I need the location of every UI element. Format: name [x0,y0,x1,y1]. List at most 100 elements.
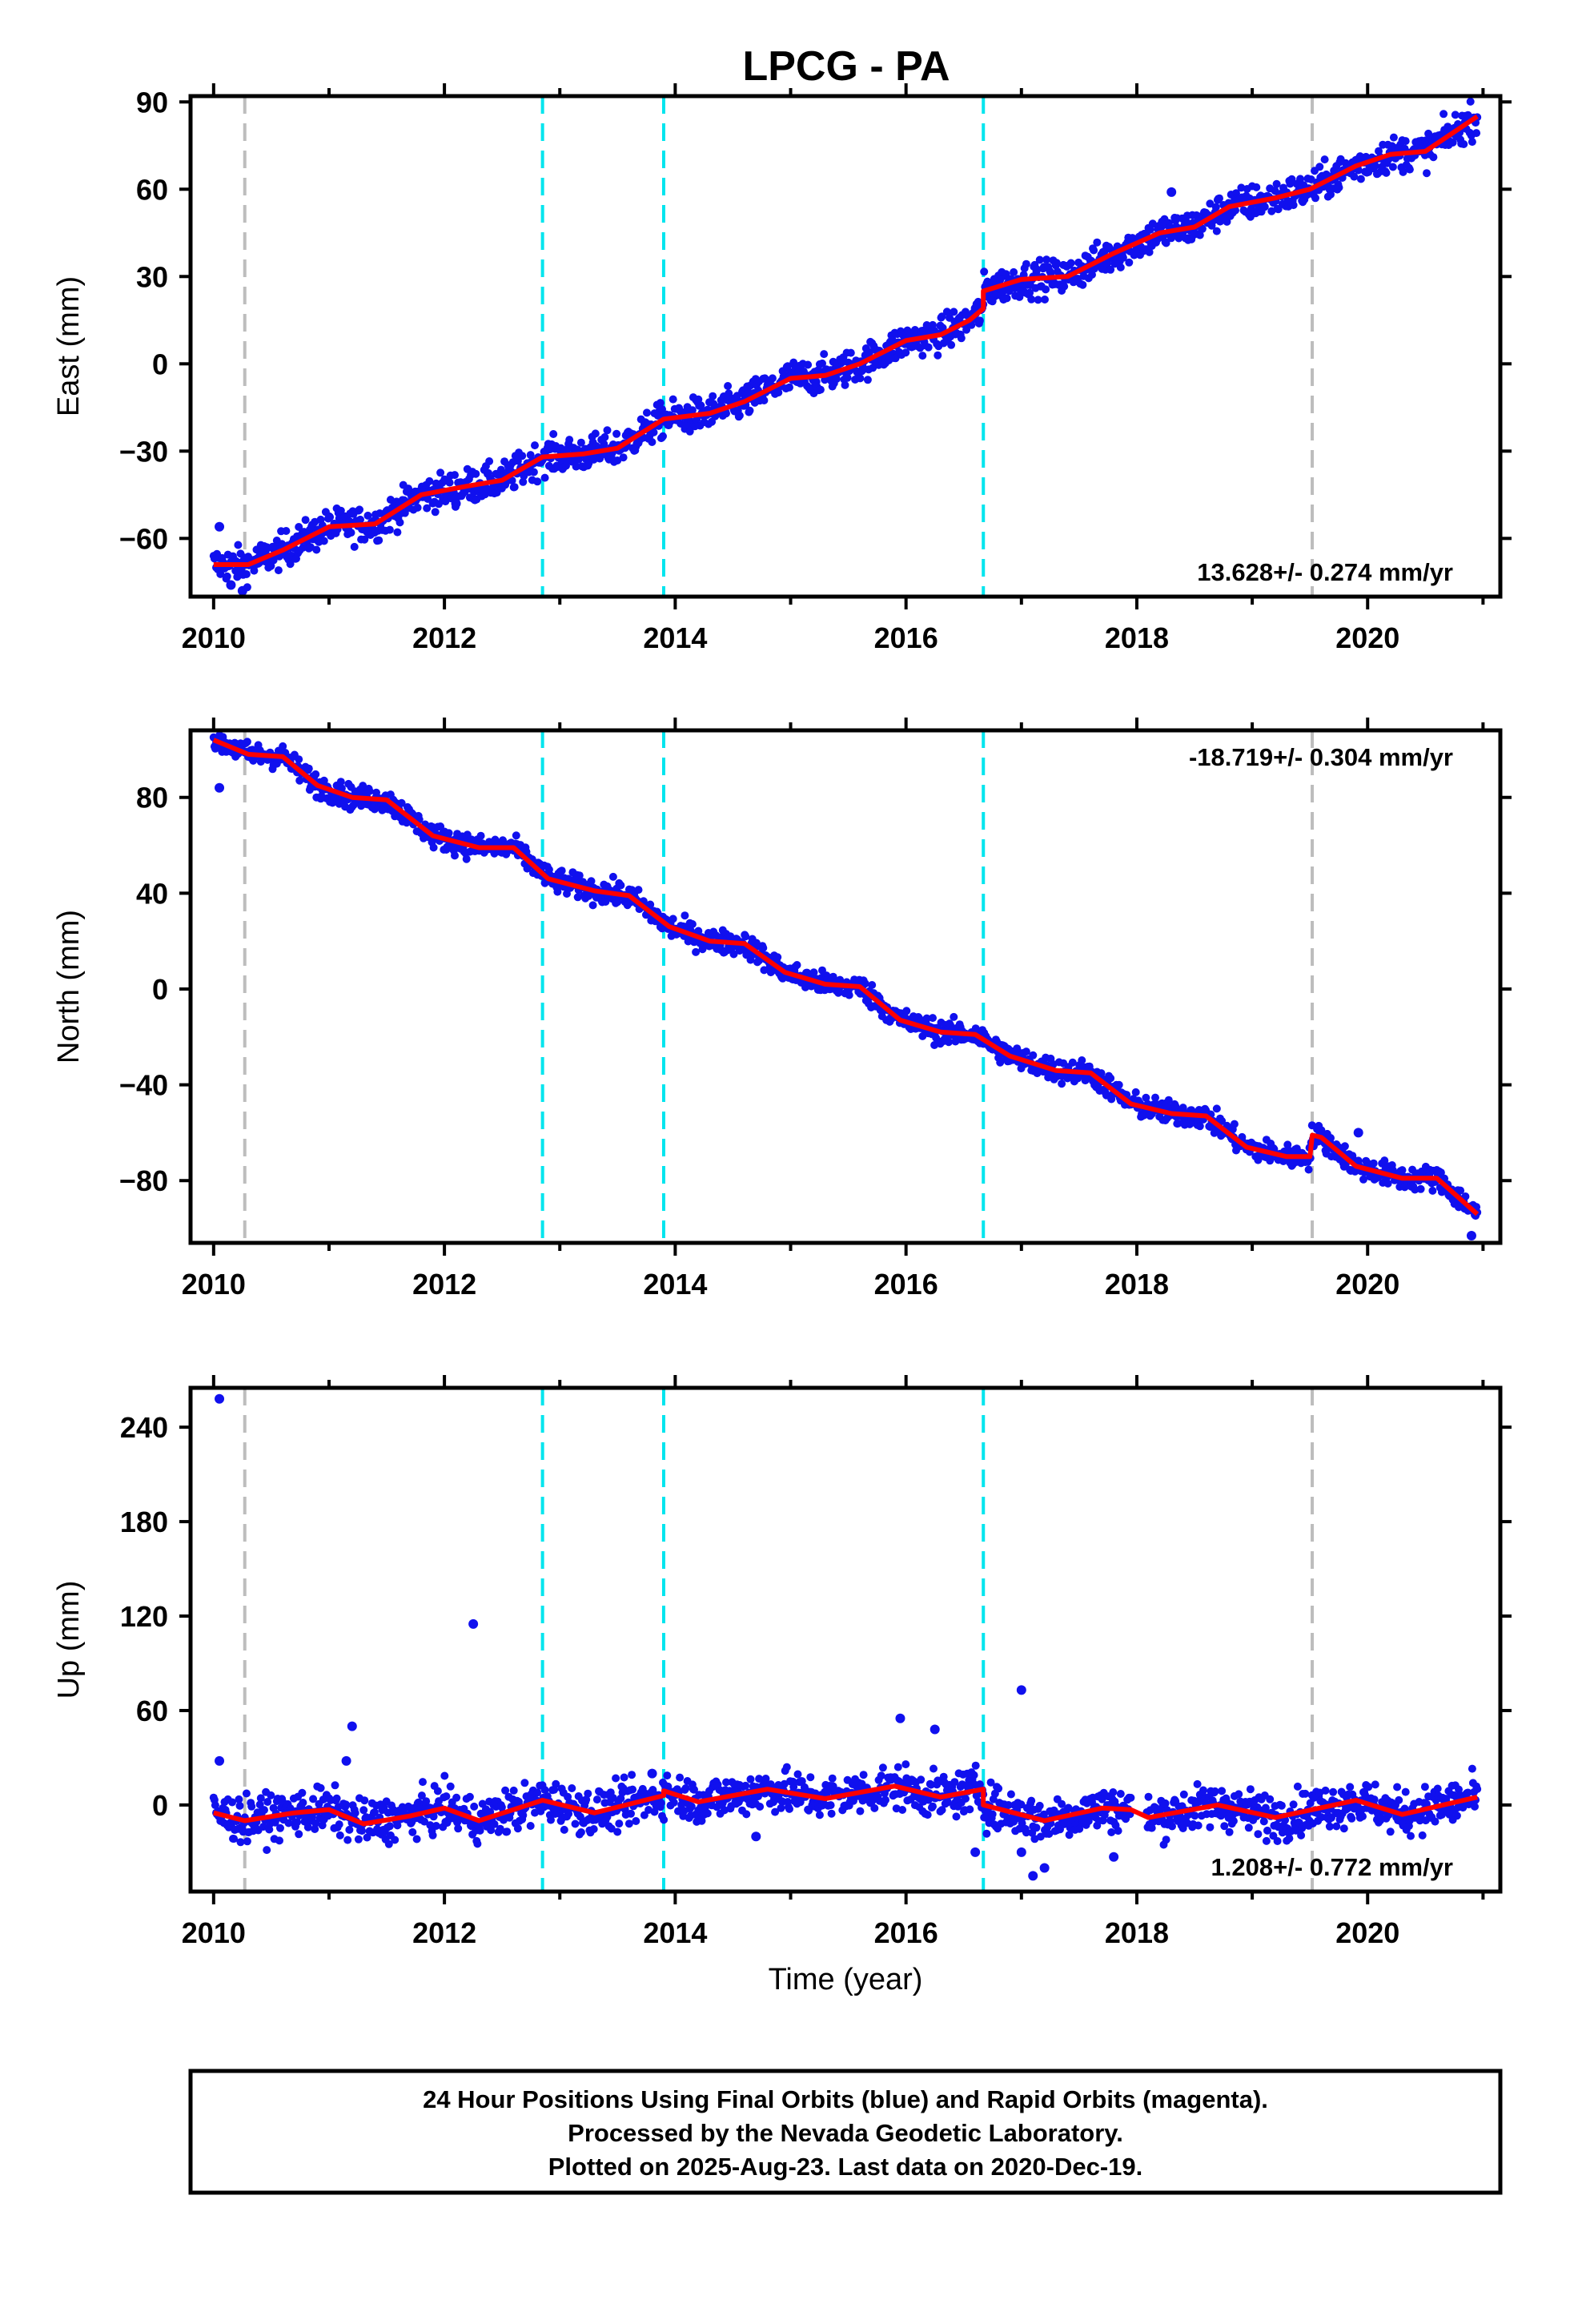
data-point [316,1783,325,1792]
data-point [888,335,897,344]
data-point [1386,1827,1395,1836]
data-point [216,569,225,578]
data-point [560,1825,568,1834]
data-point [501,1786,510,1795]
data-point [1401,137,1410,146]
data-point [1356,175,1365,183]
data-point [295,776,304,785]
data-point [766,1780,775,1789]
data-point [777,1803,785,1812]
data-point [616,881,625,890]
data-point [1230,1120,1239,1128]
data-point [1235,1790,1243,1799]
data-point [422,1797,431,1806]
data-point [945,1038,953,1047]
data-point [1142,1093,1150,1102]
data-point [1320,155,1329,164]
outlier-point [215,782,225,793]
data-point [660,1815,669,1824]
data-point [1174,1119,1182,1128]
data-point [1346,1783,1355,1791]
x-tick-label: 2020 [1335,621,1399,654]
data-point [360,535,369,544]
data-point [966,1805,974,1814]
x-tick-label: 2016 [874,1916,938,1949]
data-point [1359,1812,1367,1821]
data-point [375,536,383,545]
data-point [1433,1784,1442,1793]
data-point [589,1825,598,1833]
data-point [250,566,259,575]
outlier-point [1109,1852,1119,1862]
data-point [759,943,768,952]
data-point [1042,255,1051,264]
data-point [600,432,609,441]
data-point [571,1819,580,1828]
data-point [1171,1102,1180,1111]
data-point [485,457,494,465]
data-point [309,1795,318,1803]
data-point [1399,167,1407,176]
data-point [1147,1823,1156,1832]
data-point [1002,294,1011,303]
data-point [1311,194,1319,203]
data-point [902,1007,911,1015]
data-point [343,1835,352,1844]
data-point [1022,1828,1030,1837]
data-point [385,525,394,534]
data-point [425,476,434,485]
data-point [1010,267,1018,276]
data-point [1026,288,1034,297]
data-point [1212,227,1221,235]
data-point [263,1846,271,1855]
data-point [1145,247,1154,256]
data-point [591,429,600,438]
data-point [601,898,610,906]
data-point [1093,238,1102,247]
data-point [513,1824,522,1833]
data-point [1004,1801,1013,1809]
data-point [613,898,622,907]
data-point [1407,1831,1415,1840]
outlier-point [1353,1128,1363,1138]
data-point [1289,1800,1298,1809]
outlier-point [451,498,461,509]
data-point [1106,1074,1115,1083]
data-point [470,1802,479,1811]
data-point [476,831,485,840]
outlier-point [751,1831,761,1842]
data-point [263,1798,272,1806]
data-point [446,1782,455,1791]
data-point [1164,1096,1173,1104]
data-point [299,1799,307,1807]
data-point [509,1786,518,1795]
data-point [1431,1817,1439,1826]
x-tick-label: 2018 [1105,621,1169,654]
data-point [1027,295,1036,304]
data-point [520,1779,529,1787]
data-point [331,1781,339,1790]
data-point [230,1835,239,1844]
data-point [497,1803,506,1811]
data-point [994,1784,1003,1793]
outlier-point [895,1713,905,1723]
data-point [901,1760,910,1769]
data-point [576,1828,585,1836]
data-point [1075,1824,1084,1833]
data-point [1325,1822,1334,1831]
data-point [304,764,313,773]
data-point [419,1778,427,1787]
data-point [519,1811,528,1819]
data-point [1118,253,1127,262]
data-point [608,1794,617,1803]
data-point [557,866,566,875]
data-point [760,966,769,975]
data-point [336,506,345,515]
data-point [986,1778,995,1787]
data-point [518,452,527,460]
data-point [856,1807,865,1815]
data-point [1032,1823,1041,1832]
data-point [1027,1796,1036,1805]
data-point [1285,1834,1294,1843]
